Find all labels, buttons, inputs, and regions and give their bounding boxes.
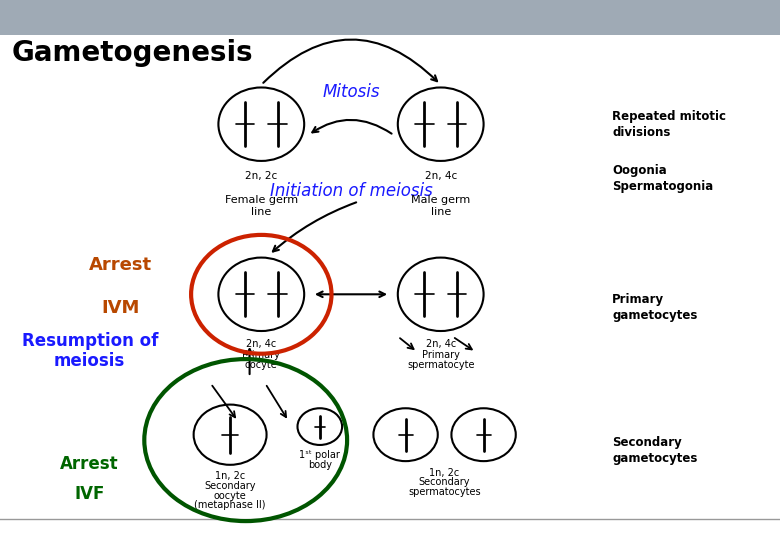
- Text: Repeated mitotic
divisions: Repeated mitotic divisions: [612, 110, 726, 139]
- Text: oocyte: oocyte: [245, 360, 278, 370]
- Ellipse shape: [398, 87, 484, 161]
- Text: 1n, 2c: 1n, 2c: [215, 471, 245, 481]
- Text: 2n, 4c: 2n, 4c: [426, 339, 456, 349]
- Text: spermatocytes: spermatocytes: [408, 487, 481, 497]
- Ellipse shape: [398, 258, 484, 331]
- Text: Secondary
gametocytes: Secondary gametocytes: [612, 436, 697, 465]
- Text: IVF: IVF: [75, 485, 105, 503]
- Text: Female germ
line: Female germ line: [225, 195, 298, 217]
- Text: 1ˢᵗ polar: 1ˢᵗ polar: [300, 450, 340, 461]
- Ellipse shape: [218, 87, 304, 161]
- Ellipse shape: [218, 258, 304, 331]
- Text: Gametogenesis: Gametogenesis: [12, 39, 254, 68]
- Text: IVM: IVM: [101, 299, 140, 317]
- Text: Mitosis: Mitosis: [322, 83, 380, 101]
- Text: Arrest: Arrest: [60, 455, 119, 474]
- Text: spermatocyte: spermatocyte: [407, 360, 474, 370]
- Text: 2n, 4c: 2n, 4c: [246, 339, 276, 349]
- Text: Secondary: Secondary: [204, 481, 256, 491]
- Ellipse shape: [452, 408, 516, 461]
- Text: Male germ
line: Male germ line: [411, 195, 470, 217]
- Bar: [0, 0, 780, 35]
- Text: Resumption of
meiosis: Resumption of meiosis: [22, 332, 158, 370]
- Ellipse shape: [297, 408, 342, 445]
- Text: Secondary: Secondary: [419, 477, 470, 487]
- Ellipse shape: [193, 404, 267, 465]
- Text: Primary: Primary: [422, 350, 459, 360]
- Text: oocyte: oocyte: [214, 491, 246, 501]
- Text: 1n, 2c: 1n, 2c: [430, 468, 459, 477]
- Text: Arrest: Arrest: [90, 255, 152, 274]
- Ellipse shape: [374, 408, 438, 461]
- Text: Primary
gametocytes: Primary gametocytes: [612, 293, 697, 322]
- Text: 2n, 4c: 2n, 4c: [424, 171, 457, 181]
- Text: Oogonia
Spermatogonia: Oogonia Spermatogonia: [612, 164, 714, 193]
- Text: Initiation of meiosis: Initiation of meiosis: [270, 181, 432, 200]
- Text: 2n, 2c: 2n, 2c: [245, 171, 278, 181]
- Text: Primary: Primary: [243, 350, 280, 360]
- Text: (metaphase II): (metaphase II): [194, 501, 266, 510]
- Text: body: body: [308, 460, 332, 470]
